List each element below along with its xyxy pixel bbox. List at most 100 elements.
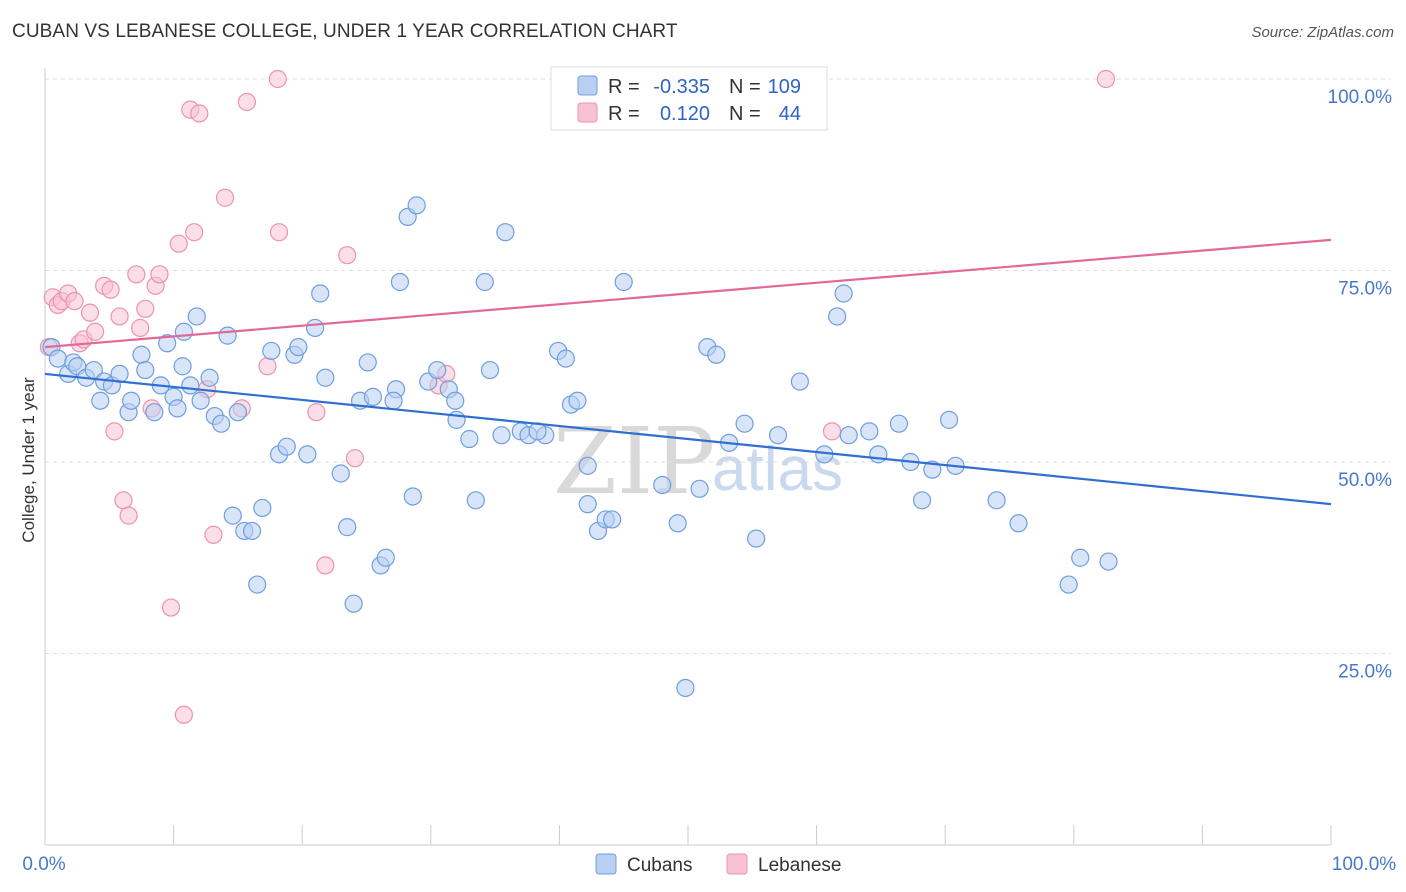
lebanese-point-37: [316, 556, 335, 575]
cubans-point-22: [187, 307, 206, 326]
lebanese-point-5: [65, 292, 84, 311]
lebanese-point-22: [161, 598, 181, 617]
lebanese-point-21: [150, 265, 169, 284]
chart-source: Source: ZipAtlas.com: [1251, 24, 1394, 41]
lebanese-point-43: [1096, 69, 1116, 89]
cubans-point-87: [747, 529, 766, 548]
cubans-point-54: [403, 487, 422, 506]
cubans-point-99: [923, 460, 942, 479]
legend-swatch-lebanese: [577, 102, 598, 123]
cubans-point-40: [305, 318, 325, 338]
lebanese-point-18: [136, 299, 155, 318]
cubans-point-96: [889, 414, 909, 433]
cubans-point-61: [460, 429, 479, 449]
legend: R = -0.335 N = 109 R = 0.120 N = 44: [550, 66, 828, 131]
cubans-point-77: [603, 510, 622, 529]
cubans-point-86: [735, 414, 754, 433]
chart-title: CUBAN VS LEBANESE COLLEGE, UNDER 1 YEAR …: [12, 21, 678, 42]
cubans-point-100: [939, 410, 959, 429]
lebanese-point-32: [237, 92, 257, 112]
cubans-point-73: [568, 391, 587, 410]
bottom-legend-label-lebanese: Lebanese: [758, 855, 841, 876]
cubans-point-24: [200, 368, 219, 387]
cubans-point-82: [690, 479, 709, 498]
cubans-point-98: [912, 491, 932, 510]
cubans-point-91: [828, 307, 847, 326]
cubans-point-36: [277, 437, 296, 456]
legend-r-label-lebanese: R =: [608, 103, 640, 125]
cubans-point-19: [168, 399, 187, 418]
lebanese-point-26: [185, 223, 204, 242]
cubans-point-52: [390, 272, 410, 292]
y-tick-label-50: 50.0%: [1338, 470, 1392, 491]
cubans-point-93: [839, 426, 858, 445]
legend-swatch-cubans: [577, 75, 598, 96]
cubans-point-45: [344, 594, 363, 613]
cubans-point-15: [145, 403, 164, 422]
cubans-point-106: [1099, 552, 1118, 571]
lebanese-point-42: [822, 422, 842, 441]
y-tick-label-100: 100.0%: [1328, 87, 1393, 108]
cubans-point-41: [311, 284, 330, 303]
cubans-point-31: [242, 521, 262, 541]
cubans-point-12: [122, 391, 141, 410]
lebanese-point-36: [307, 403, 326, 422]
cubans-point-13: [132, 345, 151, 364]
cubans-point-81: [676, 678, 695, 698]
y-tick-label-75: 75.0%: [1338, 279, 1392, 300]
legend-r-label-cubans: R =: [608, 76, 640, 98]
lebanese-point-34: [268, 69, 287, 89]
cubans-point-55: [407, 196, 426, 215]
lebanese-point-27: [190, 104, 209, 123]
lebanese-point-35: [269, 223, 289, 242]
cubans-point-33: [253, 498, 272, 518]
cubans-point-104: [1059, 575, 1078, 594]
lebanese-point-8: [80, 303, 100, 322]
legend-r-value-cubans: -0.335: [653, 76, 710, 98]
cubans-point-17: [158, 334, 177, 353]
cubans-point-95: [869, 445, 888, 464]
lebanese-point-17: [131, 318, 150, 338]
bottom-legend: Cubans Lebanese: [595, 853, 841, 876]
cubans-point-89: [790, 372, 809, 391]
cubans-point-32: [248, 575, 267, 594]
cubans-point-107: [578, 495, 597, 514]
y-axis-title: College, Under 1 year: [19, 377, 38, 543]
lebanese-point-9: [86, 322, 105, 341]
cubans-point-74: [578, 456, 597, 475]
cubans-point-109: [384, 391, 403, 410]
cubans-point-92: [834, 284, 853, 303]
cubans-point-59: [446, 391, 465, 410]
cubans-point-21: [181, 376, 200, 395]
cubans-point-57: [428, 360, 447, 380]
cubans-point-1: [48, 349, 67, 368]
cubans-point-50: [376, 548, 395, 567]
cubans-point-7: [91, 391, 110, 410]
cubans-point-103: [1009, 514, 1028, 533]
cubans-point-84: [707, 345, 726, 364]
grid: [45, 78, 1391, 654]
lebanese-point-11: [101, 280, 120, 299]
y-tick-label-25: 25.0%: [1338, 662, 1392, 683]
watermark-zip: ZIP: [553, 408, 715, 515]
legend-n-value-cubans: 109: [768, 76, 801, 98]
cubans-point-20: [174, 322, 193, 341]
lebanese-point-12: [105, 422, 124, 441]
cubans-point-94: [860, 422, 879, 441]
cubans-point-48: [363, 387, 383, 406]
cubans-point-38: [289, 338, 308, 357]
legend-n-label-cubans: N =: [729, 76, 761, 98]
cubans-point-79: [653, 475, 672, 495]
cubans-point-105: [1071, 548, 1090, 567]
lebanese-point-23: [169, 234, 188, 253]
x-tick-label-max: 100.0%: [1332, 854, 1397, 875]
y-tick-labels: 25.0% 50.0% 75.0% 100.0%: [1328, 87, 1393, 683]
legend-n-label-lebanese: N =: [729, 103, 761, 125]
cubans-point-63: [475, 272, 494, 292]
cubans-point-42: [316, 368, 335, 387]
legend-n-value-lebanese: 44: [779, 103, 801, 125]
lebanese-point-24: [174, 705, 193, 724]
cubans-point-47: [358, 353, 377, 372]
cubans-point-88: [768, 426, 788, 445]
